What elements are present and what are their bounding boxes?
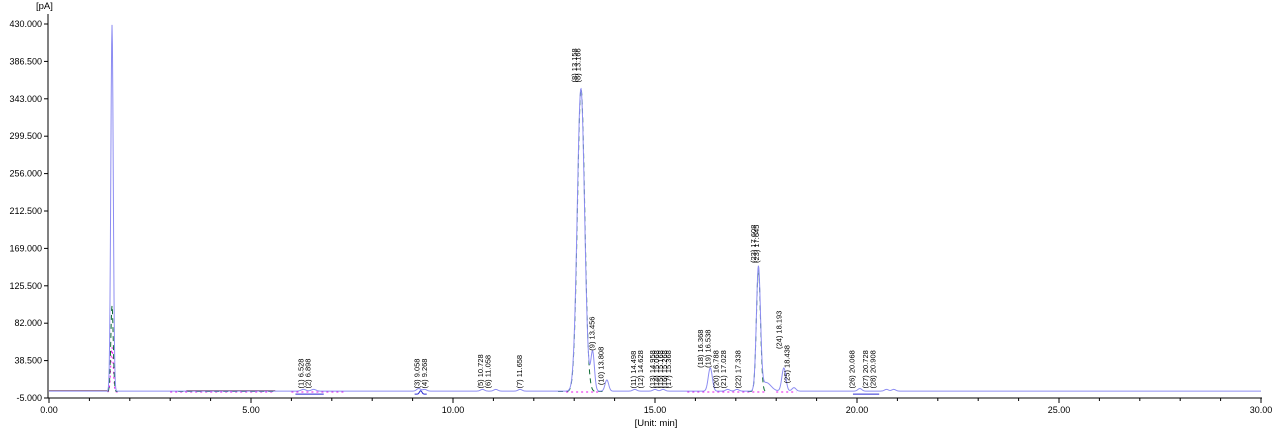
x-tick-label: 10.00 — [442, 405, 465, 415]
peak-label: (23) 17.608 — [749, 225, 758, 263]
y-axis-unit-label: [pA] — [36, 1, 53, 12]
peak-label: (15) 15.168 — [656, 350, 665, 388]
peak-label: (6) 11.058 — [484, 355, 493, 389]
y-tick-label: 38.500 — [14, 356, 42, 366]
y-tick-label: 430.000 — [9, 19, 42, 29]
y-tick-label: 169.000 — [9, 243, 42, 253]
trace-green — [107, 88, 769, 393]
peak-label: (16) 15.268 — [660, 350, 669, 388]
x-tick-label: 0.00 — [40, 405, 58, 415]
peak-label: (1) 6.528 — [296, 359, 305, 389]
peak-label: (18) 16.368 — [696, 330, 705, 368]
peak-label: (23) 17.645 — [752, 225, 761, 263]
trace-blue — [295, 390, 880, 395]
trace-main — [49, 24, 1261, 392]
peak-label: (20) 16.788 — [712, 350, 721, 388]
peak-label: (8) 13.158 — [570, 48, 579, 82]
peak-label: (7) 11.658 — [515, 355, 524, 389]
x-tick-label: 5.00 — [242, 405, 260, 415]
peak-label: (19) 16.538 — [704, 330, 713, 368]
y-tick-label: 343.000 — [9, 94, 42, 104]
y-tick-label: 82.000 — [14, 318, 42, 328]
peak-label: (2) 6.898 — [304, 359, 313, 389]
peak-label: (25) 18.438 — [783, 345, 792, 383]
y-tick-label: 125.500 — [9, 281, 42, 291]
x-tick-label: 20.00 — [846, 405, 869, 415]
peak-label: (22) 17.338 — [733, 350, 742, 388]
y-tick-label: -5.000 — [16, 393, 42, 403]
peak-label: (28) 20.908 — [868, 350, 877, 388]
peak-label: (12) 14.628 — [636, 350, 645, 388]
peak-label: (9) 13.456 — [588, 317, 597, 351]
peak-label: (21) 17.028 — [719, 350, 728, 388]
x-tick-label: 15.00 — [644, 405, 667, 415]
y-tick-label: 299.500 — [9, 131, 42, 141]
peak-label: (24) 18.193 — [775, 311, 784, 349]
peak-label: (4) 9.268 — [420, 359, 429, 389]
peak-label: (14) 15.068 — [652, 350, 661, 388]
peak-label: (27) 20.728 — [861, 350, 870, 388]
peak-label: (17) 15.368 — [664, 350, 673, 388]
x-tick-label: 30.00 — [1250, 405, 1273, 415]
peak-label: (3) 9.058 — [413, 359, 422, 389]
y-tick-label: 386.500 — [9, 56, 42, 66]
peak-label: (5) 10.728 — [476, 354, 485, 388]
y-tick-label: 212.500 — [9, 206, 42, 216]
peak-label: (13) 14.958 — [648, 350, 657, 388]
peak-label: (8) 13.166 — [573, 48, 582, 82]
y-tick-label: 256.000 — [9, 169, 42, 179]
peak-label: (11) 14.498 — [629, 351, 638, 389]
x-axis-unit-label: [Unit: min] — [634, 418, 678, 429]
trace-magenta — [107, 347, 797, 393]
x-tick-label: 25.00 — [1048, 405, 1071, 415]
peak-label: (26) 20.068 — [847, 350, 856, 388]
peak-label: (10) 13.808 — [596, 347, 605, 385]
